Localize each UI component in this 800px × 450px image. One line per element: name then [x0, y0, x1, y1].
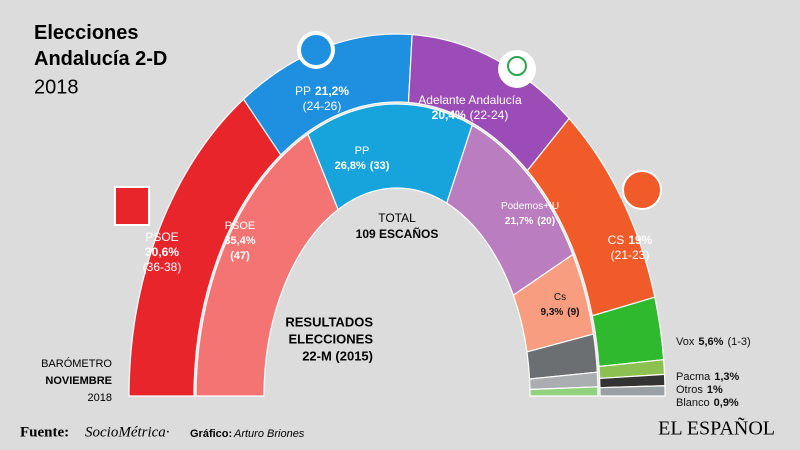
outer-label: Vox 5,6% (1-3) [676, 336, 751, 348]
label-value_labels: 21,2% [315, 84, 349, 98]
label-seats: (21-23) [611, 248, 650, 262]
label-value_labels: 0,9% [714, 397, 739, 409]
label-value_labels: 30,6% [145, 245, 179, 259]
logos [114, 31, 662, 226]
inner-label: PP 26,8% (33) [335, 145, 390, 172]
label-seats: (9) [567, 307, 579, 318]
center-label: TOTAL [378, 211, 416, 225]
label-seats: (24-26) [303, 99, 342, 113]
inner-label: Cs 9,3% (9) [540, 292, 579, 318]
chart-title: Elecciones Andalucía 2-D [34, 22, 167, 70]
label-seats: (36-38) [143, 260, 182, 274]
credit-name: Arturo Briones [233, 428, 305, 440]
label-value_labels: 26,8% [335, 160, 366, 172]
inner-label: Podemos+IU 21,7% (20) [501, 201, 559, 227]
source: Fuente: [20, 424, 69, 440]
label-value_labels: 5,6% [698, 336, 723, 348]
outer-label: PSOE 30,6% (36-38) [143, 230, 182, 274]
label-value_labels: 1,3% [714, 371, 739, 383]
title-line: Andalucía 2-D [34, 48, 167, 70]
label-seats: (47) [230, 250, 250, 262]
outer-label: PP 21,2% (24-26) [295, 84, 349, 113]
center-label: 109 ESCAÑOS [356, 226, 439, 241]
label-seats: (1-3) [727, 336, 750, 348]
label-categories: PP [295, 84, 311, 98]
label-categories: Blanco [676, 397, 710, 409]
label-value_labels: 9,3% [540, 307, 563, 318]
label-value_labels: 35,4% [224, 235, 255, 247]
label-categories: Adelante Andalucía [418, 93, 522, 107]
label-seats: (20) [537, 216, 555, 227]
label-categories: PP [355, 145, 370, 157]
outer-label: CS 19% (21-23) [608, 233, 653, 262]
label-categories: Podemos+IU [501, 201, 559, 212]
caption: RESULTADOS [285, 314, 373, 329]
caption: 2018 [88, 392, 112, 404]
outer-segment [599, 385, 666, 397]
title-line: Elecciones [34, 22, 139, 44]
caption: BARÓMETRO [41, 357, 112, 370]
label-value_labels: 21,7% [505, 216, 533, 227]
label-seats: (33) [370, 160, 390, 172]
label-categories: PSOE [145, 230, 178, 244]
chart-subtitle: 2018 [34, 76, 79, 98]
label-categories: PSOE [225, 220, 256, 232]
caption: 22-M (2015) [302, 348, 373, 363]
outer-label: Adelante Andalucía 20,4% (22-24) [418, 93, 522, 122]
label-categories: Otros [676, 384, 703, 396]
outer-label: Blanco 0,9% [676, 397, 739, 409]
label-value_labels: 20,4% [432, 108, 466, 122]
outer-label: Pacma 1,3% [676, 371, 740, 383]
label-value_labels: 19% [628, 233, 652, 247]
label-categories: Vox [676, 336, 695, 348]
outer-label: Otros 1% [676, 384, 723, 396]
label-categories: Cs [554, 292, 566, 303]
label-value_labels: 1% [707, 384, 723, 396]
label-categories: CS [608, 233, 625, 247]
brand: EL ESPAÑOL [658, 416, 775, 440]
credit: Gráfico: [190, 428, 232, 440]
inner-label: PSOE 35,4% (47) [224, 220, 255, 262]
source-name: SocioMétrica· [85, 424, 170, 440]
inner-segment [529, 386, 599, 397]
caption: ELECCIONES [288, 331, 373, 346]
caption: NOVIEMBRE [45, 375, 112, 387]
label-seats: (22-24) [470, 108, 509, 122]
label-categories: Pacma [676, 371, 711, 383]
